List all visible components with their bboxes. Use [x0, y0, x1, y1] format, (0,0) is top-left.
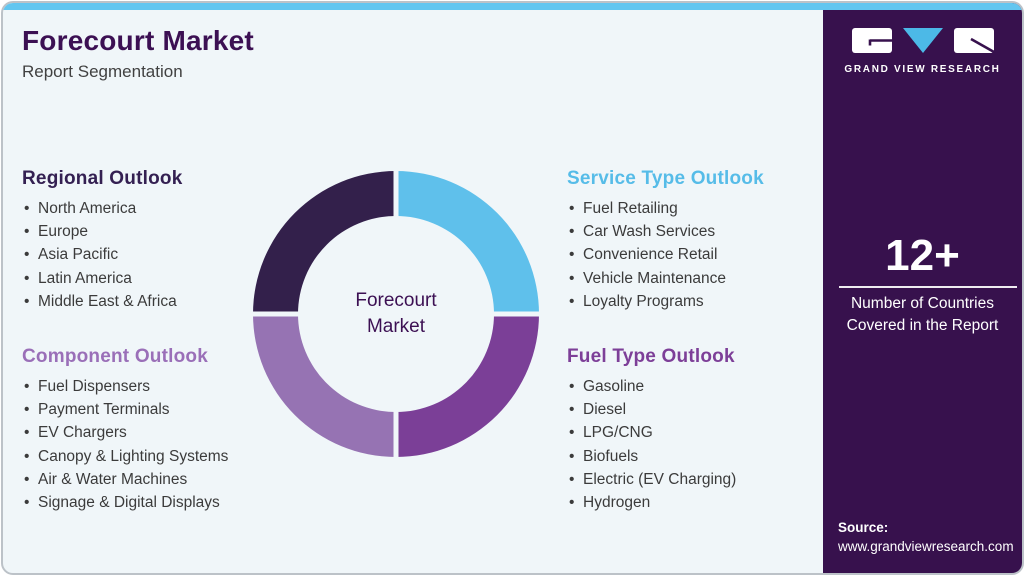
- page-subtitle: Report Segmentation: [22, 62, 183, 81]
- section-service-type-outlook: Service Type Outlook • Fuel Retailing • Car…: [567, 168, 867, 313]
- countries-stat-value: 12+: [885, 231, 960, 280]
- section-item-list: • North America • Europe • Asia Pacific • Latin…: [22, 197, 322, 313]
- source-url: www.grandviewresearch.com: [838, 539, 1014, 554]
- list-item: • EV Chargers: [24, 421, 322, 444]
- bullet-icon: •: [569, 246, 575, 264]
- main-panel: Forecourt Market Report Segmentation Reg…: [3, 3, 823, 573]
- list-item-label: Payment Terminals: [38, 401, 170, 419]
- list-item: • Electric (EV Charging): [569, 468, 867, 491]
- list-item: • Car Wash Services: [569, 220, 867, 243]
- list-item: • Europe: [24, 220, 322, 243]
- section-item-list: • Gasoline • Diesel • LPG/CNG • Biofuels • Electr…: [567, 375, 867, 514]
- list-item-label: LPG/CNG: [583, 424, 653, 442]
- stat-divider: [839, 286, 1017, 288]
- list-item: • Asia Pacific: [24, 243, 322, 266]
- section-title: Service Type Outlook: [567, 168, 764, 189]
- bullet-icon: •: [24, 470, 30, 488]
- section-item-list: • Fuel Dispensers • Payment Terminals • EV Ch…: [22, 375, 322, 514]
- bullet-icon: •: [569, 401, 575, 419]
- list-item-label: Fuel Dispensers: [38, 378, 150, 395]
- list-item: • Diesel: [569, 398, 867, 421]
- bullet-icon: •: [24, 447, 30, 465]
- bullet-icon: •: [24, 269, 30, 287]
- countries-stat-caption: Number of Countries Covered in the Repor…: [846, 295, 999, 334]
- bullet-icon: •: [569, 447, 575, 465]
- list-item-label: Signage & Digital Displays: [38, 494, 220, 512]
- list-item-label: Latin America: [38, 269, 132, 287]
- bullet-icon: •: [24, 246, 30, 264]
- list-item-label: Gasoline: [583, 378, 645, 395]
- list-item: • Signage & Digital Displays: [24, 491, 322, 514]
- bullet-icon: •: [24, 401, 30, 419]
- list-item-label: Diesel: [583, 401, 627, 419]
- list-item-label: Air & Water Machines: [38, 470, 188, 488]
- page-title: Forecourt Market: [22, 25, 254, 56]
- section-component-outlook: Component Outlook • Fuel Dispensers • Payme…: [22, 346, 322, 514]
- list-item: • Payment Terminals: [24, 398, 322, 421]
- bullet-icon: •: [569, 378, 575, 395]
- bullet-icon: •: [24, 292, 30, 310]
- brand-sidebar: GRAND VIEW RESEARCH 12+ Number of Countr…: [823, 3, 1022, 573]
- bullet-icon: •: [569, 292, 575, 310]
- section-title: Regional Outlook: [22, 168, 183, 189]
- bullet-icon: •: [569, 223, 575, 241]
- list-item: • Biofuels: [569, 445, 867, 468]
- list-item: • North America: [24, 197, 322, 220]
- list-item: • Vehicle Maintenance: [569, 267, 867, 290]
- list-item-label: North America: [38, 200, 137, 217]
- source-label: Source:: [838, 520, 889, 535]
- section-title: Fuel Type Outlook: [567, 346, 735, 367]
- section-fuel-type-outlook: Fuel Type Outlook • Gasoline • Diesel • LPG/C…: [567, 346, 867, 514]
- section-regional-outlook: Regional Outlook • North America • Europe • A…: [22, 168, 322, 313]
- list-item: • Loyalty Programs: [569, 290, 867, 313]
- list-item-label: Fuel Retailing: [583, 200, 678, 217]
- brand-logo: GRAND VIEW RESEARCH: [823, 28, 1022, 75]
- bullet-icon: •: [24, 200, 30, 217]
- list-item: • Fuel Retailing: [569, 197, 867, 220]
- brand-logo-text: GRAND VIEW RESEARCH: [844, 64, 1001, 75]
- top-accent-bar: [3, 3, 1022, 10]
- list-item-label: Biofuels: [583, 447, 639, 465]
- list-item: • Hydrogen: [569, 491, 867, 514]
- list-item: • LPG/CNG: [569, 421, 867, 444]
- list-item-label: Hydrogen: [583, 494, 651, 512]
- list-item-label: Electric (EV Charging): [583, 470, 737, 488]
- list-item-label: Convenience Retail: [583, 246, 718, 264]
- list-item: • Gasoline: [569, 375, 867, 398]
- list-item: • Canopy & Lighting Systems: [24, 445, 322, 468]
- gvr-logo-icon: [851, 28, 994, 54]
- section-item-list: • Fuel Retailing • Car Wash Services • Conven…: [567, 197, 867, 313]
- bullet-icon: •: [569, 269, 575, 287]
- list-item: • Convenience Retail: [569, 243, 867, 266]
- list-item-label: Asia Pacific: [38, 246, 119, 264]
- bullet-icon: •: [569, 200, 575, 217]
- list-item-label: Vehicle Maintenance: [583, 269, 727, 287]
- list-item: • Fuel Dispensers: [24, 375, 322, 398]
- bullet-icon: •: [24, 378, 30, 395]
- source-block: Source: www.grandviewresearch.com: [838, 518, 1014, 556]
- list-item-label: Car Wash Services: [583, 223, 716, 241]
- list-item-label: Europe: [38, 223, 88, 241]
- bullet-icon: •: [569, 470, 575, 488]
- market-donut-chart: Forecourt Market: [252, 170, 540, 458]
- bullet-icon: •: [569, 424, 575, 442]
- donut-segments: [252, 170, 540, 458]
- list-item-label: Middle East & Africa: [38, 292, 177, 310]
- list-item-label: Loyalty Programs: [583, 292, 704, 310]
- list-item: • Middle East & Africa: [24, 290, 322, 313]
- bullet-icon: •: [24, 424, 30, 442]
- list-item: • Air & Water Machines: [24, 468, 322, 491]
- report-header: Forecourt Market Report Segmentation: [22, 25, 254, 82]
- list-item-label: EV Chargers: [38, 424, 127, 442]
- bullet-icon: •: [24, 223, 30, 241]
- list-item: • Latin America: [24, 267, 322, 290]
- bullet-icon: •: [24, 494, 30, 512]
- section-title: Component Outlook: [22, 346, 208, 367]
- list-item-label: Canopy & Lighting Systems: [38, 447, 229, 465]
- bullet-icon: •: [569, 494, 575, 512]
